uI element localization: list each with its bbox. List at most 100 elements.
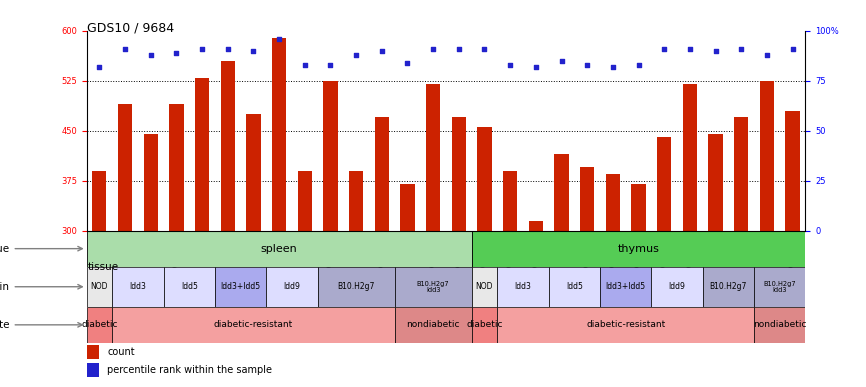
- Point: [298, 62, 312, 68]
- Text: nondiabetic: nondiabetic: [406, 320, 460, 329]
- Bar: [702, 267, 754, 307]
- Point: [657, 46, 671, 52]
- Point: [349, 52, 363, 58]
- Text: nondiabetic: nondiabetic: [753, 320, 806, 329]
- Text: count: count: [107, 347, 135, 357]
- Bar: [759, 81, 774, 231]
- Bar: [144, 134, 158, 231]
- Bar: [651, 267, 702, 307]
- Bar: [323, 81, 338, 231]
- Point: [272, 36, 286, 42]
- Point: [247, 48, 261, 54]
- Text: Idd5: Idd5: [181, 282, 197, 291]
- Bar: [503, 171, 517, 231]
- Point: [221, 46, 235, 52]
- Bar: [631, 184, 645, 231]
- Text: NOD: NOD: [91, 282, 108, 291]
- Point: [554, 58, 568, 64]
- Bar: [164, 267, 215, 307]
- Point: [606, 64, 620, 70]
- Point: [785, 46, 799, 52]
- Bar: [606, 174, 620, 231]
- Bar: [266, 267, 318, 307]
- Bar: [600, 267, 651, 307]
- Bar: [657, 137, 671, 231]
- Bar: [554, 154, 569, 231]
- Point: [631, 62, 645, 68]
- Point: [144, 52, 158, 58]
- Bar: [580, 167, 594, 231]
- Point: [477, 46, 491, 52]
- Bar: [395, 307, 472, 343]
- Text: tissue: tissue: [0, 244, 82, 253]
- Bar: [754, 267, 805, 307]
- Bar: [682, 84, 697, 231]
- Bar: [170, 104, 184, 231]
- Point: [529, 64, 543, 70]
- Bar: [549, 267, 600, 307]
- Bar: [477, 127, 492, 231]
- Bar: [195, 77, 210, 231]
- Text: Idd3: Idd3: [130, 282, 146, 291]
- Point: [118, 46, 132, 52]
- Bar: [113, 267, 164, 307]
- Point: [452, 46, 466, 52]
- Bar: [87, 363, 100, 377]
- Point: [401, 60, 415, 66]
- Text: B10.H2g7: B10.H2g7: [709, 282, 747, 291]
- Point: [324, 62, 338, 68]
- Text: GDS10 / 9684: GDS10 / 9684: [87, 21, 174, 34]
- Bar: [298, 171, 312, 231]
- Bar: [215, 267, 266, 307]
- Text: spleen: spleen: [261, 244, 298, 253]
- Bar: [349, 171, 363, 231]
- Bar: [221, 61, 235, 231]
- Text: Idd9: Idd9: [669, 282, 686, 291]
- Bar: [472, 307, 497, 343]
- Bar: [272, 38, 286, 231]
- Point: [195, 46, 209, 52]
- Point: [708, 48, 722, 54]
- Point: [375, 48, 389, 54]
- Bar: [708, 134, 722, 231]
- Text: Idd3+Idd5: Idd3+Idd5: [221, 282, 261, 291]
- Bar: [118, 104, 132, 231]
- Bar: [754, 307, 805, 343]
- Text: Idd3: Idd3: [514, 282, 532, 291]
- Text: B10.H2g7
Idd3: B10.H2g7 Idd3: [417, 281, 449, 293]
- Bar: [375, 117, 389, 231]
- Text: B10.H2g7: B10.H2g7: [338, 282, 375, 291]
- Text: thymus: thymus: [617, 244, 659, 253]
- Bar: [785, 111, 799, 231]
- Point: [734, 46, 748, 52]
- Bar: [87, 267, 113, 307]
- Text: Idd5: Idd5: [565, 282, 583, 291]
- Bar: [497, 267, 549, 307]
- Bar: [400, 184, 415, 231]
- Point: [683, 46, 697, 52]
- Point: [170, 50, 184, 56]
- Bar: [472, 267, 497, 307]
- Bar: [93, 171, 107, 231]
- Bar: [497, 307, 754, 343]
- Bar: [247, 114, 261, 231]
- Bar: [529, 221, 543, 231]
- Text: strain: strain: [0, 282, 82, 292]
- Text: diabetic: diabetic: [466, 320, 503, 329]
- Text: diabetic: diabetic: [81, 320, 118, 329]
- Bar: [87, 307, 113, 343]
- Text: disease state: disease state: [0, 320, 82, 330]
- Text: percentile rank within the sample: percentile rank within the sample: [107, 365, 272, 375]
- Text: diabetic-resistant: diabetic-resistant: [214, 320, 293, 329]
- Bar: [87, 345, 100, 359]
- Point: [760, 52, 774, 58]
- Point: [503, 62, 517, 68]
- Text: B10.H2g7
Idd3: B10.H2g7 Idd3: [764, 281, 796, 293]
- Bar: [113, 307, 395, 343]
- Point: [580, 62, 594, 68]
- Bar: [452, 117, 466, 231]
- Text: diabetic-resistant: diabetic-resistant: [586, 320, 665, 329]
- Text: Idd9: Idd9: [283, 282, 301, 291]
- Point: [93, 64, 107, 70]
- Text: NOD: NOD: [475, 282, 494, 291]
